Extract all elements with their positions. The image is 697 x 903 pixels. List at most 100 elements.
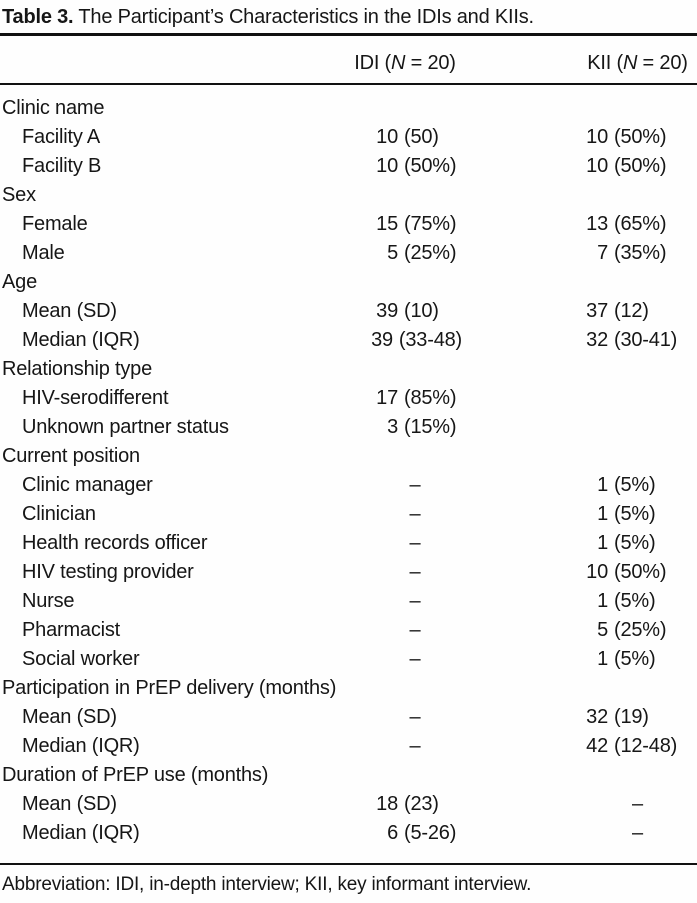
table-row: Median (IQR) 39 (33-48) 32 (30-41) bbox=[0, 326, 697, 355]
kii-value: 7 (35%) bbox=[578, 239, 697, 268]
table-row: Nurse – 1 (5%) bbox=[0, 587, 697, 616]
row-label: Clinic name bbox=[2, 97, 105, 119]
table-row: Participation in PrEP delivery (months) bbox=[0, 674, 697, 703]
table-row: HIV-serodifferent 17 (85%) bbox=[0, 384, 697, 413]
value-count: 32 bbox=[586, 706, 608, 728]
kii-value: 10 (50%) bbox=[578, 123, 697, 152]
row-label: Age bbox=[2, 271, 37, 293]
value-parenthetical: (5%) bbox=[614, 648, 656, 670]
kii-header-pre: KII ( bbox=[587, 52, 623, 74]
row-label: Health records officer bbox=[22, 532, 208, 554]
table-footnote: Abbreviation: IDI, in-depth interview; K… bbox=[2, 874, 532, 895]
row-label: Social worker bbox=[22, 648, 140, 670]
idi-value bbox=[368, 181, 462, 210]
row-label: Median (IQR) bbox=[22, 735, 140, 757]
idi-value: – bbox=[409, 619, 421, 641]
row-label: Participation in PrEP delivery (months) bbox=[2, 677, 337, 699]
value-count: 10 bbox=[376, 155, 398, 177]
idi-value bbox=[368, 355, 462, 384]
kii-value bbox=[578, 413, 697, 442]
table-header-row: IDI (N = 20) KII (N = 20) bbox=[0, 36, 697, 83]
row-label: Clinician bbox=[22, 503, 96, 525]
table-body: Clinic name Facility A 10 (50) 10 (50%) Facili… bbox=[0, 94, 697, 848]
value-count: 5 bbox=[387, 242, 398, 264]
table-row: Facility B 10 (50%) 10 (50%) bbox=[0, 152, 697, 181]
table-title-text: The Participant’s Characteristics in the… bbox=[78, 6, 534, 28]
idi-value bbox=[368, 761, 462, 790]
kii-value bbox=[578, 94, 697, 123]
kii-value: 1 (5%) bbox=[578, 471, 697, 500]
value-parenthetical: (10) bbox=[404, 300, 439, 322]
value-count: 37 bbox=[586, 300, 608, 322]
kii-value bbox=[578, 384, 697, 413]
table-row: Male 5 (25%) 7 (35%) bbox=[0, 239, 697, 268]
value-count: 15 bbox=[376, 213, 398, 235]
value-parenthetical: (12-48) bbox=[614, 735, 678, 757]
kii-value bbox=[578, 674, 697, 703]
value-count: 1 bbox=[597, 503, 608, 525]
idi-value: – bbox=[409, 474, 421, 496]
value-parenthetical: (23) bbox=[404, 793, 439, 815]
idi-value: 6 (5-26) bbox=[368, 819, 462, 848]
idi-value bbox=[368, 674, 462, 703]
value-count: 17 bbox=[376, 387, 398, 409]
kii-value: 10 (50%) bbox=[578, 152, 697, 181]
value-count: 42 bbox=[586, 735, 608, 757]
value-parenthetical: (50%) bbox=[404, 155, 457, 177]
kii-value bbox=[578, 761, 697, 790]
row-label: Current position bbox=[2, 445, 140, 467]
kii-value: 32 (30-41) bbox=[578, 326, 697, 355]
value-parenthetical: (85%) bbox=[404, 387, 457, 409]
header-cell-idi: IDI (N = 20) bbox=[345, 52, 465, 74]
kii-value: 1 (5%) bbox=[578, 529, 697, 558]
value-parenthetical: (30-41) bbox=[614, 329, 678, 351]
row-label: Facility B bbox=[22, 155, 102, 177]
value-count: 10 bbox=[586, 126, 608, 148]
table-row: HIV testing provider – 10 (50%) bbox=[0, 558, 697, 587]
idi-value: – bbox=[409, 706, 421, 728]
value-count: 1 bbox=[597, 532, 608, 554]
table-row: Current position bbox=[0, 442, 697, 471]
value-parenthetical: (5%) bbox=[614, 503, 656, 525]
idi-value: 39 (33-48) bbox=[368, 326, 462, 355]
value-count: 1 bbox=[597, 648, 608, 670]
table-row: Age bbox=[0, 268, 697, 297]
table-row: Clinic manager – 1 (5%) bbox=[0, 471, 697, 500]
idi-value: 5 (25%) bbox=[368, 239, 462, 268]
table-number-label: Table 3. bbox=[2, 6, 74, 28]
value-parenthetical: (35%) bbox=[614, 242, 667, 264]
idi-value: 3 (15%) bbox=[368, 413, 462, 442]
idi-value bbox=[368, 268, 462, 297]
kii-value bbox=[578, 268, 697, 297]
rule-bottom bbox=[0, 863, 697, 865]
idi-value: 10 (50) bbox=[368, 123, 462, 152]
value-count: 32 bbox=[586, 329, 608, 351]
value-count: 7 bbox=[597, 242, 608, 264]
idi-value: – bbox=[409, 648, 421, 670]
table-row: Median (IQR) – 42 (12-48) bbox=[0, 732, 697, 761]
value-parenthetical: (50%) bbox=[614, 155, 667, 177]
value-parenthetical: (50%) bbox=[614, 561, 667, 583]
row-label: Male bbox=[22, 242, 65, 264]
table-row: Social worker – 1 (5%) bbox=[0, 645, 697, 674]
idi-value: – bbox=[409, 532, 421, 554]
row-label: Duration of PrEP use (months) bbox=[2, 764, 269, 786]
value-parenthetical: (19) bbox=[614, 706, 649, 728]
kii-value bbox=[578, 442, 697, 471]
table-row: Pharmacist – 5 (25%) bbox=[0, 616, 697, 645]
value-parenthetical: (5-26) bbox=[404, 822, 457, 844]
kii-value: 1 (5%) bbox=[578, 500, 697, 529]
rule-header bbox=[0, 83, 697, 85]
kii-value: 1 (5%) bbox=[578, 587, 697, 616]
value-parenthetical: (65%) bbox=[614, 213, 667, 235]
value-count: 3 bbox=[387, 416, 398, 438]
value-count: 6 bbox=[387, 822, 398, 844]
idi-value: – bbox=[409, 735, 421, 757]
value-parenthetical: (33-48) bbox=[398, 329, 462, 351]
kii-value: – bbox=[632, 822, 643, 844]
value-parenthetical: (25%) bbox=[614, 619, 667, 641]
kii-value: 10 (50%) bbox=[578, 558, 697, 587]
kii-value: 32 (19) bbox=[578, 703, 697, 732]
row-label: HIV testing provider bbox=[22, 561, 194, 583]
